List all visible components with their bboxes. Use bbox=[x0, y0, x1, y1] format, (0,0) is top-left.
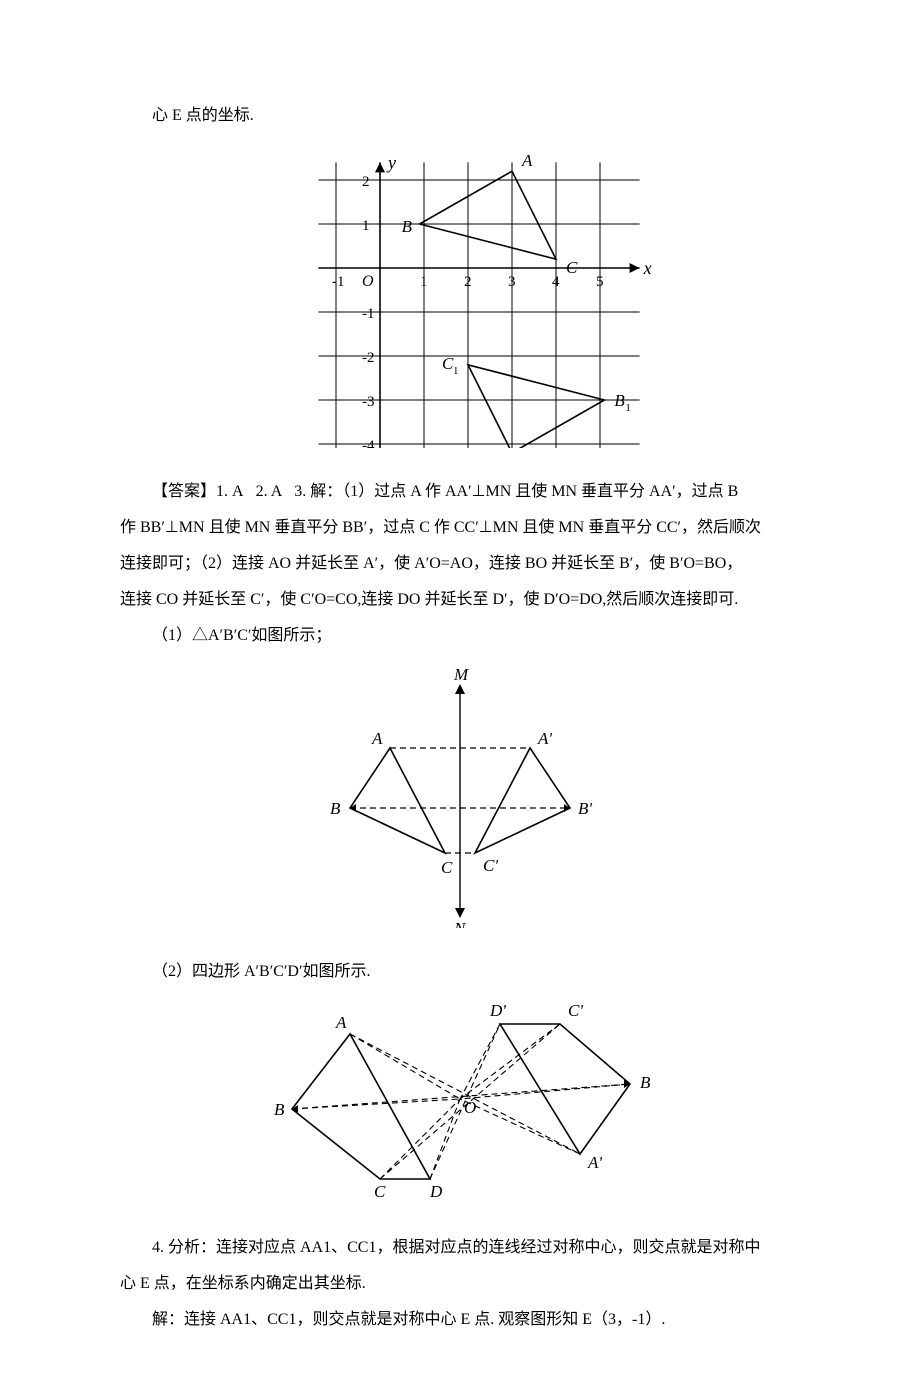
svg-text:D: D bbox=[429, 1182, 443, 1201]
answer-3-cont1: 作 BB′⊥MN 且使 MN 垂直平分 BB′，过点 C 作 CC′⊥MN 且使… bbox=[120, 512, 800, 544]
answer-3-label: 3. 解： bbox=[294, 483, 342, 500]
svg-text:2: 2 bbox=[464, 274, 472, 290]
q4-analysis: 4. 分析：连接对应点 AA1、CC1，根据对应点的连线经过对称中心，则交点就是… bbox=[120, 1232, 800, 1264]
svg-text:-4: -4 bbox=[362, 438, 375, 448]
svg-text:C: C bbox=[441, 858, 453, 877]
answers-line1: 【答案】1. A 2. A 3. 解：（1）过点 A 作 AA′⊥MN 且使 M… bbox=[120, 476, 800, 508]
svg-text:O: O bbox=[362, 273, 374, 290]
svg-text:M: M bbox=[453, 668, 469, 684]
svg-text:A: A bbox=[521, 151, 533, 170]
svg-text:1: 1 bbox=[362, 218, 370, 234]
q4-analysis-cont: 心 E 点，在坐标系内确定出其坐标. bbox=[120, 1268, 800, 1300]
svg-text:4: 4 bbox=[552, 274, 560, 290]
svg-text:y: y bbox=[386, 152, 396, 172]
svg-text:B: B bbox=[614, 391, 625, 410]
svg-text:C': C' bbox=[568, 1004, 583, 1020]
svg-text:B: B bbox=[274, 1100, 285, 1119]
answer-3-part1: （1）过点 A 作 AA′⊥MN 且使 MN 垂直平分 AA′，过点 B bbox=[342, 483, 738, 500]
svg-text:5: 5 bbox=[596, 274, 604, 290]
svg-text:-2: -2 bbox=[362, 350, 375, 366]
svg-text:O: O bbox=[464, 1098, 476, 1117]
svg-text:D': D' bbox=[489, 1004, 506, 1020]
svg-text:-1: -1 bbox=[362, 306, 375, 322]
svg-text:1: 1 bbox=[453, 365, 459, 377]
answers-prefix: 【答案】 bbox=[152, 483, 216, 500]
figure-1: -112345-4-3-2-112OxyABCA1B1C1 bbox=[120, 148, 800, 460]
q4-analysis-label: 4. 分析： bbox=[152, 1239, 216, 1256]
svg-text:3: 3 bbox=[508, 274, 516, 290]
svg-text:-3: -3 bbox=[362, 394, 375, 410]
svg-text:B': B' bbox=[640, 1073, 650, 1092]
subpart-2: （2）四边形 A′B′C′D′如图所示. bbox=[120, 956, 800, 988]
svg-text:1: 1 bbox=[420, 274, 428, 290]
answer-3-cont3: 连接 CO 并延长至 C′，使 C′O=CO,连接 DO 并延长至 D′，使 D… bbox=[120, 584, 800, 616]
q4-solution: 解：连接 AA1、CC1，则交点就是对称中心 E 点. 观察图形知 E（3，-1… bbox=[120, 1304, 800, 1336]
answer-3-cont2: 连接即可；（2）连接 AO 并延长至 A′，使 A′O=AO，连接 BO 并延长… bbox=[120, 548, 800, 580]
svg-text:1: 1 bbox=[625, 402, 631, 414]
svg-text:2: 2 bbox=[362, 174, 370, 190]
svg-text:A: A bbox=[371, 729, 383, 748]
answer-1: 1. A bbox=[216, 483, 244, 500]
svg-text:x: x bbox=[643, 258, 652, 278]
svg-text:C: C bbox=[374, 1182, 386, 1201]
q4-analysis-text: 连接对应点 AA1、CC1，根据对应点的连线经过对称中心，则交点就是对称中 bbox=[216, 1239, 760, 1256]
svg-text:B: B bbox=[402, 217, 413, 236]
svg-text:B': B' bbox=[578, 799, 592, 818]
svg-text:-1: -1 bbox=[332, 274, 345, 290]
subpart-1: （1）△A′B′C′如图所示； bbox=[120, 620, 800, 652]
svg-text:C': C' bbox=[483, 856, 498, 875]
answer-2: 2. A bbox=[256, 483, 283, 500]
figure-2: M N A B C A' B' C' bbox=[120, 668, 800, 940]
svg-text:A': A' bbox=[587, 1153, 602, 1172]
svg-text:A: A bbox=[335, 1013, 347, 1032]
figure-3: A B C D D' C' B' A' O bbox=[120, 1004, 800, 1216]
svg-text:A': A' bbox=[537, 729, 552, 748]
svg-text:N: N bbox=[453, 919, 467, 928]
svg-text:B: B bbox=[330, 799, 341, 818]
intro-fragment: 心 E 点的坐标. bbox=[120, 100, 800, 132]
svg-text:C: C bbox=[566, 258, 578, 277]
